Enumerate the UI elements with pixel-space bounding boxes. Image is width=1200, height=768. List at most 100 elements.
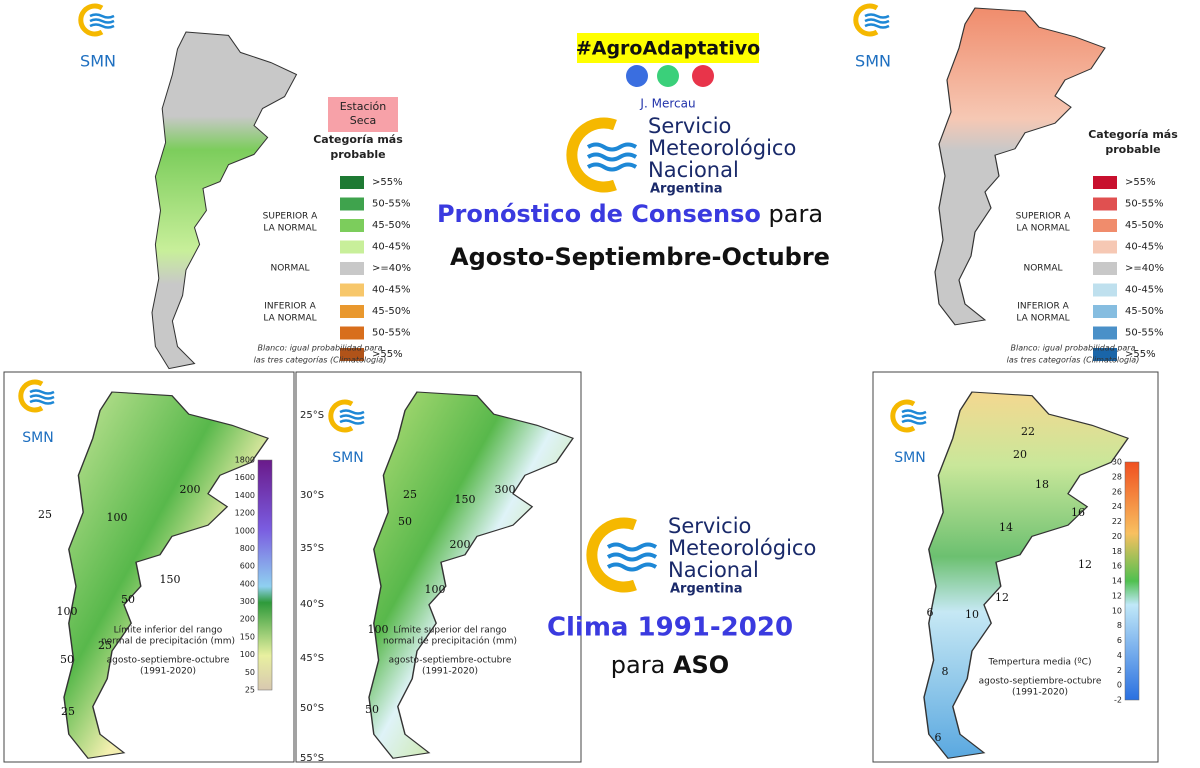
dot: [692, 65, 714, 87]
panel-border: [295, 371, 582, 763]
map-caption: agosto-septiembre-octubre: [979, 677, 1102, 687]
contour-label: 16: [1071, 506, 1085, 519]
contour-label: 50: [121, 593, 135, 606]
logo-text: SMN: [332, 450, 363, 466]
latitude-label: 50°S: [300, 703, 324, 714]
agency-name: Nacional: [648, 158, 739, 182]
colorbar-label: 22: [1112, 517, 1122, 526]
legend-title: Categoría más: [1088, 128, 1178, 141]
legend-label: 45-50%: [372, 306, 411, 317]
legend-swatch: [340, 176, 364, 189]
dot: [657, 65, 679, 87]
legend-swatch: [340, 262, 364, 275]
dot: [626, 65, 648, 87]
contour-label: 8: [942, 665, 949, 678]
legend-label: 50-55%: [372, 199, 411, 210]
colorbar-label: 1800: [235, 456, 255, 465]
contour-label: 25: [61, 705, 75, 718]
colorbar-label: 30: [1112, 458, 1122, 467]
map-caption: (1991-2020): [422, 667, 478, 677]
panel-border: [3, 371, 295, 763]
map-caption: (1991-2020): [1012, 688, 1068, 698]
legend-label: >55%: [1125, 349, 1156, 360]
latitude-label: 25°S: [300, 410, 324, 421]
legend-group: NORMAL: [270, 264, 309, 274]
contour-label: 6: [935, 731, 942, 744]
contour-label: 12: [995, 591, 1009, 604]
contour-label: 150: [455, 493, 476, 506]
colorbar-label: 100: [240, 650, 255, 659]
agency-country: Argentina: [670, 582, 743, 597]
colorbar-label: 26: [1112, 487, 1122, 496]
legend-group: NORMAL: [1023, 264, 1062, 274]
colorbar-label: 0: [1117, 681, 1122, 690]
colorbar-label: 150: [240, 632, 255, 641]
logo-text: SMN: [22, 430, 53, 446]
legend-swatch: [1093, 283, 1117, 297]
legend-group: LA NORMAL: [1016, 314, 1069, 324]
legend-label: >55%: [372, 349, 403, 360]
forecast-title: Pronóstico de Consenso para: [437, 200, 823, 228]
smn-logo: SMN: [893, 402, 926, 466]
badge-text: Seca: [350, 114, 377, 127]
legend-note: Blanco: igual probabilidad para: [1010, 344, 1135, 353]
legend-swatch: [1093, 240, 1117, 254]
legend-group: INFERIOR A: [264, 302, 316, 312]
colorbar-label: 16: [1112, 562, 1122, 571]
map-temp-mean: [923, 391, 1129, 760]
contour-label: 100: [57, 605, 78, 618]
colorbar-label: 200: [240, 615, 255, 624]
forecast-period: Agosto-Septiembre-Octubre: [450, 243, 830, 271]
contour-label: 50: [365, 703, 379, 716]
colorbar-label: -2: [1114, 696, 1122, 705]
colorbar-label: 2: [1117, 666, 1122, 675]
map-caption: Límite inferior del rango: [114, 626, 223, 636]
panel-border: [872, 371, 1159, 763]
colorbar-label: 8: [1117, 621, 1122, 630]
contour-label: 100: [368, 623, 389, 636]
contour-label: 300: [495, 483, 516, 496]
map-caption: agosto-septiembre-octubre: [389, 656, 512, 666]
map-caption: normal de precipitación (mm): [383, 636, 517, 647]
contour-label: 12: [1078, 558, 1092, 571]
colorbar-label: 400: [240, 579, 255, 588]
legend-swatch: [340, 283, 364, 297]
legend-group: INFERIOR A: [1017, 302, 1069, 312]
legend-note: Blanco: igual probabilidad para: [257, 344, 382, 353]
map-caption: normal de precipitación (mm): [101, 636, 235, 647]
legend-label: 45-50%: [1125, 220, 1164, 231]
colorbar-label: 1000: [235, 526, 255, 535]
legend-swatch: [1093, 348, 1117, 361]
legend-label: 40-45%: [1125, 242, 1164, 253]
legend-note: las tres categorías (Climatología): [1007, 356, 1140, 365]
colorbar-label: 25: [245, 686, 255, 695]
colorbar: [1124, 461, 1140, 701]
colorbar-label: 1400: [235, 491, 255, 500]
title-rest: para: [611, 651, 666, 679]
colorbar: [257, 459, 273, 691]
legend-label: 45-50%: [1125, 306, 1164, 317]
legend-group: LA NORMAL: [263, 224, 316, 234]
colorbar-label: 800: [240, 544, 255, 553]
legend-swatch: [1093, 197, 1117, 211]
colorbar-label: 12: [1112, 591, 1122, 600]
contour-label: 25: [403, 488, 417, 501]
contour-label: 100: [425, 583, 446, 596]
dry-season-badge: [328, 97, 398, 132]
smn-logo: SMN: [855, 6, 891, 71]
colorbar-label: 28: [1112, 472, 1122, 481]
map-caption: agosto-septiembre-octubre: [107, 656, 230, 666]
colorbar-label: 18: [1112, 547, 1122, 556]
contour-label: 22: [1021, 425, 1035, 438]
colorbar-label: 6: [1117, 636, 1122, 645]
legend-swatch: [1093, 219, 1117, 232]
colorbar-label: 20: [1112, 532, 1122, 541]
map-caption: (1991-2020): [140, 667, 196, 677]
latitude-label: 40°S: [300, 599, 324, 610]
contour-label: 50: [398, 515, 412, 528]
legend-swatch: [1093, 305, 1117, 318]
legend-group: SUPERIOR A: [1016, 212, 1072, 222]
legend-title: Categoría más: [313, 133, 403, 146]
contour-label: 6: [927, 606, 934, 619]
